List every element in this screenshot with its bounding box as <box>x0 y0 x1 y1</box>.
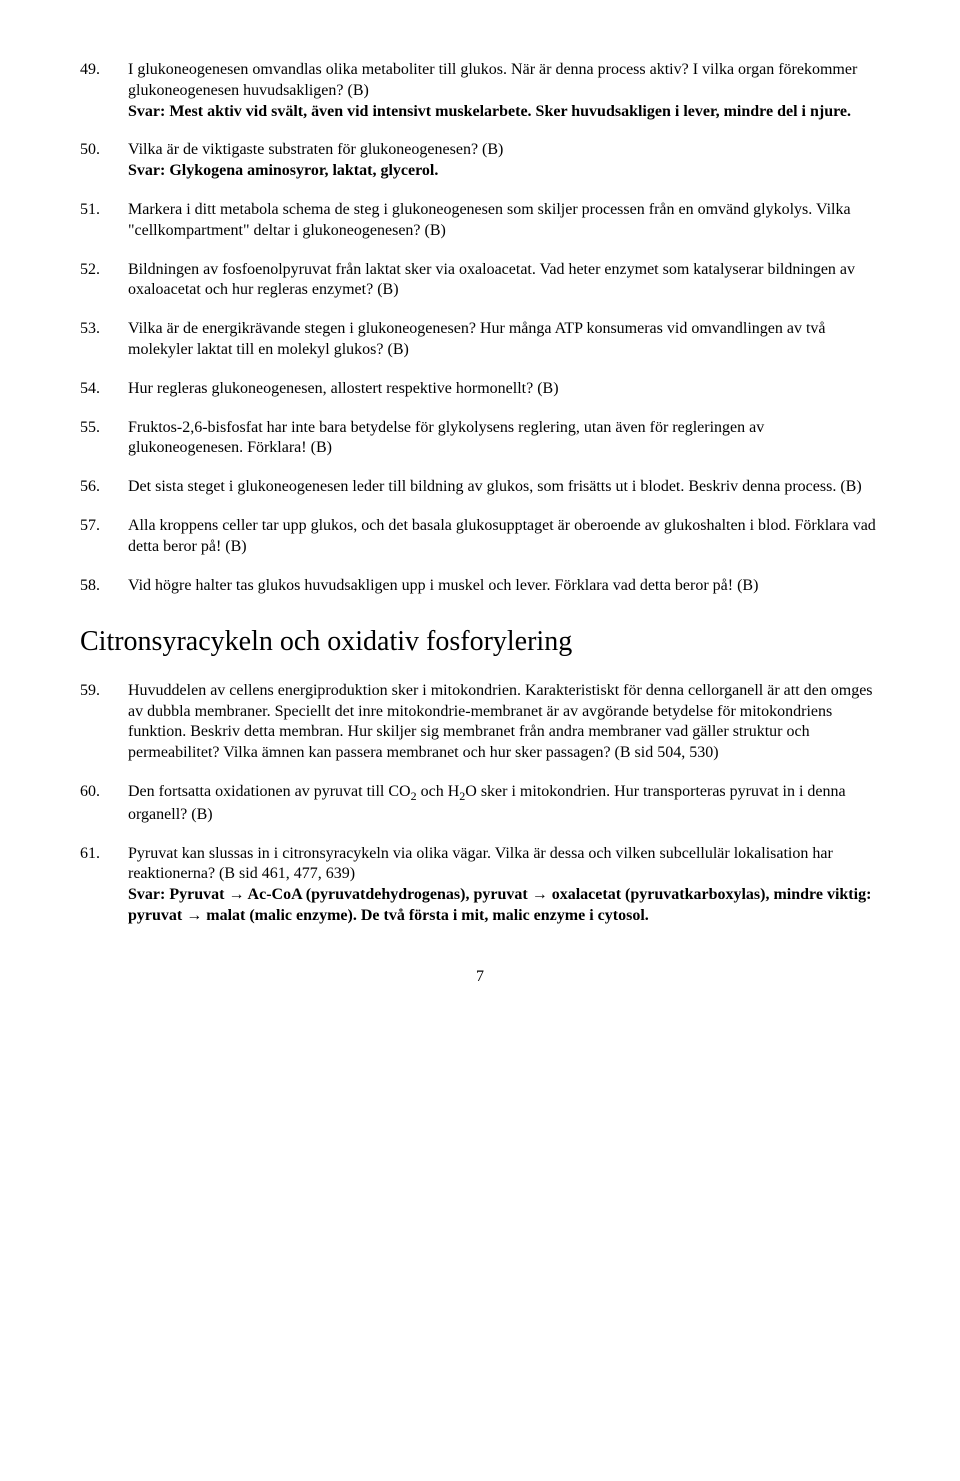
question-text: Hur regleras glukoneogenesen, allostert … <box>128 379 880 400</box>
question-number: 50. <box>80 140 128 182</box>
question-number: 57. <box>80 516 128 558</box>
question-body: Den fortsatta oxidationen av pyruvat til… <box>128 782 880 826</box>
question-item: 51.Markera i ditt metabola schema de ste… <box>80 200 880 242</box>
answer-text: Svar: Glykogena aminosyror, laktat, glyc… <box>128 161 880 182</box>
question-item: 53.Vilka är de energikrävande stegen i g… <box>80 319 880 361</box>
page-number: 7 <box>80 967 880 988</box>
question-item: 59.Huvuddelen av cellens energiproduktio… <box>80 681 880 764</box>
question-item: 61.Pyruvat kan slussas in i citronsyracy… <box>80 844 880 927</box>
question-body: Fruktos-2,6-bisfosfat har inte bara bety… <box>128 418 880 460</box>
question-text: Bildningen av fosfoenolpyruvat från lakt… <box>128 260 880 302</box>
question-body: I glukoneogenesen omvandlas olika metabo… <box>128 60 880 122</box>
question-text: Det sista steget i glukoneogenesen leder… <box>128 477 880 498</box>
question-number: 59. <box>80 681 128 764</box>
question-number: 49. <box>80 60 128 122</box>
question-body: Huvuddelen av cellens energiproduktion s… <box>128 681 880 764</box>
question-body: Vilka är de viktigaste substraten för gl… <box>128 140 880 182</box>
question-number: 53. <box>80 319 128 361</box>
question-body: Bildningen av fosfoenolpyruvat från lakt… <box>128 260 880 302</box>
question-text: Markera i ditt metabola schema de steg i… <box>128 200 880 242</box>
question-item: 52.Bildningen av fosfoenolpyruvat från l… <box>80 260 880 302</box>
question-body: Pyruvat kan slussas in i citronsyracykel… <box>128 844 880 927</box>
question-number: 51. <box>80 200 128 242</box>
question-text: Vilka är de energikrävande stegen i gluk… <box>128 319 880 361</box>
question-item: 56.Det sista steget i glukoneogenesen le… <box>80 477 880 498</box>
question-body: Det sista steget i glukoneogenesen leder… <box>128 477 880 498</box>
question-text: Fruktos-2,6-bisfosfat har inte bara bety… <box>128 418 880 460</box>
question-item: 60.Den fortsatta oxidationen av pyruvat … <box>80 782 880 826</box>
question-number: 52. <box>80 260 128 302</box>
question-text: Vilka är de viktigaste substraten för gl… <box>128 140 880 161</box>
question-number: 54. <box>80 379 128 400</box>
question-number: 58. <box>80 576 128 597</box>
question-item: 58.Vid högre halter tas glukos huvudsakl… <box>80 576 880 597</box>
question-text: Pyruvat kan slussas in i citronsyracykel… <box>128 844 880 886</box>
question-number: 61. <box>80 844 128 927</box>
question-text: Vid högre halter tas glukos huvudsaklige… <box>128 576 880 597</box>
question-body: Alla kroppens celler tar upp glukos, och… <box>128 516 880 558</box>
question-body: Markera i ditt metabola schema de steg i… <box>128 200 880 242</box>
question-item: 50.Vilka är de viktigaste substraten för… <box>80 140 880 182</box>
answer-text: Svar: Mest aktiv vid svält, även vid int… <box>128 102 880 123</box>
question-item: 55.Fruktos-2,6-bisfosfat har inte bara b… <box>80 418 880 460</box>
question-text: Huvuddelen av cellens energiproduktion s… <box>128 681 880 764</box>
question-number: 60. <box>80 782 128 826</box>
question-item: 54.Hur regleras glukoneogenesen, alloste… <box>80 379 880 400</box>
question-number: 56. <box>80 477 128 498</box>
question-body: Vilka är de energikrävande stegen i gluk… <box>128 319 880 361</box>
question-body: Vid högre halter tas glukos huvudsaklige… <box>128 576 880 597</box>
question-item: 49.I glukoneogenesen omvandlas olika met… <box>80 60 880 122</box>
question-text: Den fortsatta oxidationen av pyruvat til… <box>128 782 880 826</box>
answer-text: Svar: Pyruvat → Ac-CoA (pyruvatdehydroge… <box>128 885 880 927</box>
question-body: Hur regleras glukoneogenesen, allostert … <box>128 379 880 400</box>
question-text: I glukoneogenesen omvandlas olika metabo… <box>128 60 880 102</box>
question-number: 55. <box>80 418 128 460</box>
question-text: Alla kroppens celler tar upp glukos, och… <box>128 516 880 558</box>
section-heading: Citronsyracykeln och oxidativ fosforyler… <box>80 624 880 660</box>
question-item: 57.Alla kroppens celler tar upp glukos, … <box>80 516 880 558</box>
